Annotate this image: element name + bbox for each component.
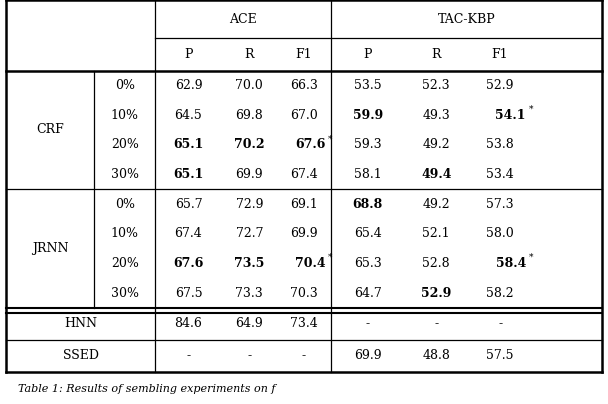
Text: 57.3: 57.3: [486, 198, 514, 210]
Text: -: -: [434, 318, 438, 330]
Text: 65.3: 65.3: [354, 257, 382, 270]
Text: 58.0: 58.0: [486, 227, 514, 240]
Text: 68.8: 68.8: [353, 198, 383, 210]
Text: 73.5: 73.5: [234, 257, 264, 270]
Text: 49.2: 49.2: [423, 138, 450, 151]
Text: 64.5: 64.5: [174, 109, 202, 122]
Text: -: -: [247, 349, 251, 362]
Text: 64.9: 64.9: [235, 318, 263, 330]
Text: 69.1: 69.1: [290, 198, 318, 210]
Text: 0%: 0%: [115, 79, 134, 92]
Text: 58.1: 58.1: [354, 168, 382, 181]
Text: -: -: [498, 318, 502, 330]
Text: -: -: [366, 318, 370, 330]
Text: 67.6: 67.6: [295, 138, 325, 151]
Text: 59.3: 59.3: [354, 138, 382, 151]
Text: 65.7: 65.7: [174, 198, 202, 210]
Text: R: R: [244, 48, 254, 61]
Text: 67.4: 67.4: [290, 168, 318, 181]
Text: 30%: 30%: [111, 287, 139, 300]
Text: 10%: 10%: [111, 227, 139, 240]
Text: 54.1: 54.1: [496, 109, 526, 122]
Text: -: -: [302, 349, 306, 362]
Text: *: *: [328, 134, 332, 143]
Text: 62.9: 62.9: [174, 79, 202, 92]
Text: SSED: SSED: [63, 349, 98, 362]
Text: 65.1: 65.1: [173, 138, 204, 151]
Text: P: P: [364, 48, 372, 61]
Text: 64.7: 64.7: [354, 287, 382, 300]
Text: Table 1: Results of sembling experiments on f: Table 1: Results of sembling experiments…: [18, 384, 276, 394]
Text: 58.4: 58.4: [496, 257, 526, 270]
Text: TAC-KBP: TAC-KBP: [438, 13, 496, 25]
Text: P: P: [184, 48, 193, 61]
Text: 20%: 20%: [111, 138, 139, 151]
Text: 59.9: 59.9: [353, 109, 383, 122]
Text: F1: F1: [295, 48, 313, 61]
Text: JRNN: JRNN: [32, 242, 69, 255]
Text: 69.9: 69.9: [235, 168, 263, 181]
Text: 48.8: 48.8: [423, 349, 450, 362]
Text: 67.0: 67.0: [290, 109, 318, 122]
Text: 69.9: 69.9: [354, 349, 382, 362]
Text: 10%: 10%: [111, 109, 139, 122]
Text: 49.3: 49.3: [423, 109, 450, 122]
Text: 30%: 30%: [111, 168, 139, 181]
Text: 53.4: 53.4: [486, 168, 514, 181]
Text: 49.2: 49.2: [423, 198, 450, 210]
Text: 53.5: 53.5: [354, 79, 382, 92]
Text: 72.9: 72.9: [235, 198, 263, 210]
Text: 72.7: 72.7: [235, 227, 263, 240]
Text: 58.2: 58.2: [486, 287, 514, 300]
Text: *: *: [328, 253, 332, 262]
Text: *: *: [528, 253, 533, 262]
Text: R: R: [432, 48, 441, 61]
Text: -: -: [187, 349, 190, 362]
Text: 65.1: 65.1: [173, 168, 204, 181]
Text: 69.8: 69.8: [235, 109, 263, 122]
Text: 84.6: 84.6: [174, 318, 202, 330]
Text: 66.3: 66.3: [290, 79, 318, 92]
Text: 52.3: 52.3: [423, 79, 450, 92]
Text: F1: F1: [492, 48, 508, 61]
Text: 52.1: 52.1: [423, 227, 450, 240]
Text: 67.6: 67.6: [173, 257, 204, 270]
Text: 57.5: 57.5: [486, 349, 514, 362]
Text: *: *: [528, 105, 533, 114]
Text: 20%: 20%: [111, 257, 139, 270]
Text: 52.9: 52.9: [486, 79, 514, 92]
Text: 49.4: 49.4: [421, 168, 452, 181]
Text: 73.3: 73.3: [235, 287, 263, 300]
Text: 70.4: 70.4: [295, 257, 325, 270]
Text: CRF: CRF: [36, 124, 64, 137]
Text: 52.8: 52.8: [423, 257, 450, 270]
Text: 70.0: 70.0: [235, 79, 263, 92]
Text: 52.9: 52.9: [421, 287, 451, 300]
Text: 0%: 0%: [115, 198, 134, 210]
Text: 67.4: 67.4: [174, 227, 202, 240]
Text: ACE: ACE: [229, 13, 257, 25]
Text: 53.8: 53.8: [486, 138, 514, 151]
Text: 70.2: 70.2: [234, 138, 264, 151]
Text: 70.3: 70.3: [290, 287, 318, 300]
Text: HNN: HNN: [64, 318, 97, 330]
Text: 69.9: 69.9: [290, 227, 318, 240]
Text: 67.5: 67.5: [174, 287, 202, 300]
Text: 65.4: 65.4: [354, 227, 382, 240]
Text: 73.4: 73.4: [290, 318, 318, 330]
